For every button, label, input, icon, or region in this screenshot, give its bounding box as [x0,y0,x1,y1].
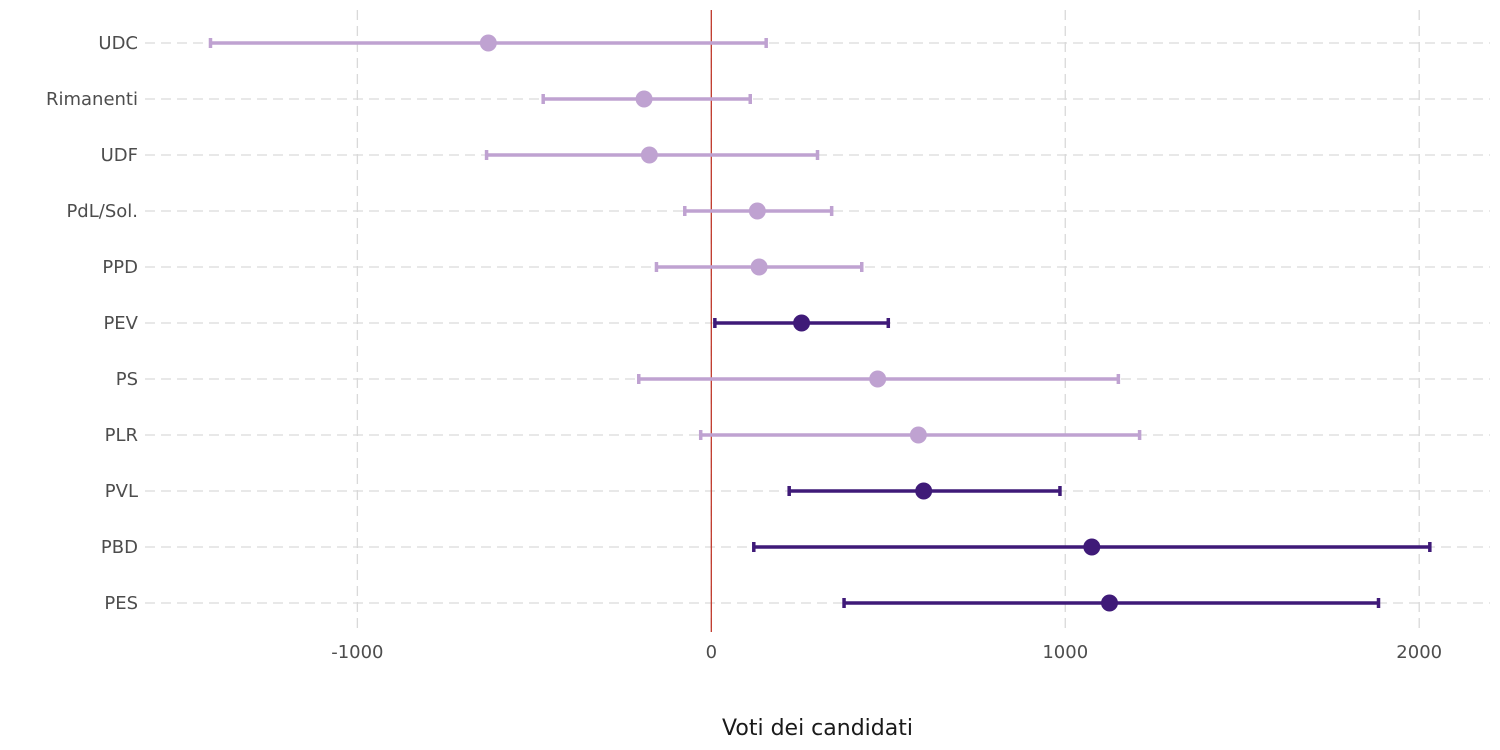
estimate-point [1083,538,1101,556]
estimate-point [640,146,658,164]
category-label: Rimanenti [46,89,138,110]
estimate-point [479,34,497,52]
estimate-point [793,314,811,332]
x-tick-label: 2000 [1396,642,1442,663]
category-label: PVL [105,481,138,502]
category-label: UDC [98,33,138,54]
category-label: PLR [105,425,138,446]
estimate-point [750,258,768,276]
category-labels: UDC Rimanenti UDF PdL/Sol. PPD PEV PS PLR PVL PBD… [46,33,139,614]
category-label: PEV [103,313,138,334]
category-label: PBD [101,537,138,558]
x-tick-label: 0 [706,642,717,663]
x-tick-label: -1000 [331,642,383,663]
category-label: PS [116,369,138,390]
estimate-point [635,90,653,108]
category-label: PdL/Sol. [66,201,138,222]
estimate-point [748,202,766,220]
category-label: UDF [101,145,138,166]
x-axis-title: Voti dei candidati [722,716,913,741]
category-label: PES [104,593,138,614]
estimate-point [1101,594,1119,612]
x-tick-labels: -1000 0 1000 2000 [331,642,1442,663]
x-tick-label: 1000 [1042,642,1088,663]
estimate-point [909,426,927,444]
estimate-point [915,482,933,500]
estimate-point [869,370,887,388]
estimate-points [479,34,1119,612]
category-label: PPD [102,257,138,278]
